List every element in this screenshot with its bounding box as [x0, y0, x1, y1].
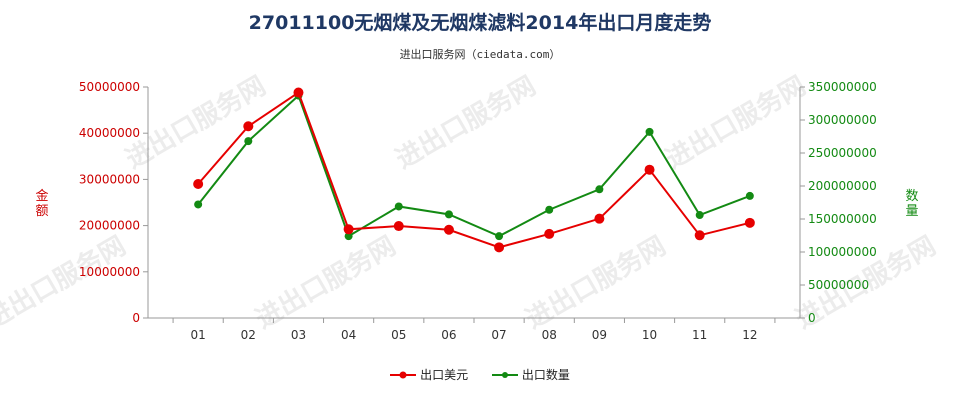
right-axis-title: 数量: [905, 189, 918, 219]
left-tick-label: 30000000: [79, 172, 140, 186]
x-tick-label: 02: [241, 328, 256, 342]
right-tick-label: 200000000: [808, 179, 877, 193]
right-tick-label: 250000000: [808, 146, 877, 160]
left-tick-label: 50000000: [79, 80, 140, 94]
data-point-1[interactable]: [443, 224, 454, 235]
chart-axes: 0 10000000 20000000 30000000 40000000 5000000…: [35, 80, 918, 342]
data-point-2[interactable]: [394, 202, 403, 211]
data-point-1[interactable]: [343, 224, 354, 235]
right-tick-label: 350000000: [808, 80, 877, 94]
x-tick-label: 12: [742, 328, 757, 342]
data-point-2[interactable]: [244, 137, 253, 146]
data-point-1[interactable]: [494, 242, 505, 253]
data-point-2[interactable]: [645, 127, 654, 136]
x-tick-label: 10: [642, 328, 657, 342]
right-axis-title-char: 量: [905, 204, 918, 219]
x-tick-label: 08: [542, 328, 557, 342]
data-point-2[interactable]: [495, 232, 504, 241]
data-point-1[interactable]: [243, 121, 254, 132]
data-point-2[interactable]: [444, 210, 453, 219]
data-point-1[interactable]: [694, 230, 705, 241]
left-tick-label: 0: [132, 311, 140, 325]
watermark-text: 进出口服务网: [661, 71, 811, 175]
x-tick-label: 05: [391, 328, 406, 342]
data-point-1[interactable]: [393, 221, 404, 232]
right-tick-label: 100000000: [808, 245, 877, 259]
data-point-1[interactable]: [293, 87, 304, 98]
series-line-1: [197, 91, 751, 249]
left-tick-label: 10000000: [79, 265, 140, 279]
data-point-2[interactable]: [194, 200, 203, 209]
x-tick-label: 06: [441, 328, 456, 342]
data-point-2[interactable]: [745, 191, 754, 200]
watermark-text: 进出口服务网: [0, 231, 131, 335]
right-tick-label: 0: [808, 311, 816, 325]
chart-legend: 出口美元 出口数量: [0, 366, 960, 383]
series-line-2: [197, 93, 751, 238]
x-tick-label: 07: [491, 328, 506, 342]
data-point-2[interactable]: [545, 205, 554, 214]
series-1: [193, 87, 755, 253]
data-point-1[interactable]: [193, 179, 204, 190]
data-point-1[interactable]: [544, 228, 555, 239]
left-axis-title-char: 金: [35, 188, 48, 204]
watermark-text: 进出口服务网: [521, 231, 671, 335]
data-point-1[interactable]: [644, 164, 655, 175]
series-2: [194, 91, 754, 241]
chart-subtitle: 进出口服务网（ciedata.com）: [399, 48, 561, 61]
chart-title: 27011100无烟煤及无烟煤滤料2014年出口月度走势: [248, 12, 712, 34]
legend-swatch-series1: [390, 371, 417, 378]
x-tick-label: 01: [191, 328, 206, 342]
x-tick-label: 04: [341, 328, 356, 342]
data-point-2[interactable]: [695, 211, 704, 220]
data-point-2[interactable]: [595, 185, 604, 194]
legend-label-series2: 出口数量: [521, 368, 570, 382]
x-tick-label: 11: [692, 328, 707, 342]
series-layer: [193, 87, 755, 253]
legend-label-series1: 出口美元: [420, 368, 469, 382]
watermark-text: 进出口服务网: [391, 71, 541, 175]
x-tick-label: 09: [592, 328, 607, 342]
right-tick-label: 150000000: [808, 212, 877, 226]
legend-swatch-series2: [491, 371, 518, 378]
left-tick-label: 20000000: [79, 219, 140, 233]
legend-item-series2[interactable]: 出口数量: [491, 366, 570, 383]
data-point-1[interactable]: [744, 217, 755, 228]
left-axis-title-char: 额: [35, 204, 48, 219]
data-point-2[interactable]: [344, 232, 353, 241]
left-axis-title: 金额: [35, 188, 48, 219]
legend-item-series1[interactable]: 出口美元: [390, 366, 468, 383]
data-point-1[interactable]: [594, 213, 605, 224]
right-tick-label: 50000000: [808, 278, 869, 292]
right-tick-label: 300000000: [808, 113, 877, 127]
left-tick-label: 40000000: [79, 126, 140, 140]
right-axis-title-char: 数: [905, 189, 918, 204]
x-tick-label: 03: [291, 328, 306, 342]
